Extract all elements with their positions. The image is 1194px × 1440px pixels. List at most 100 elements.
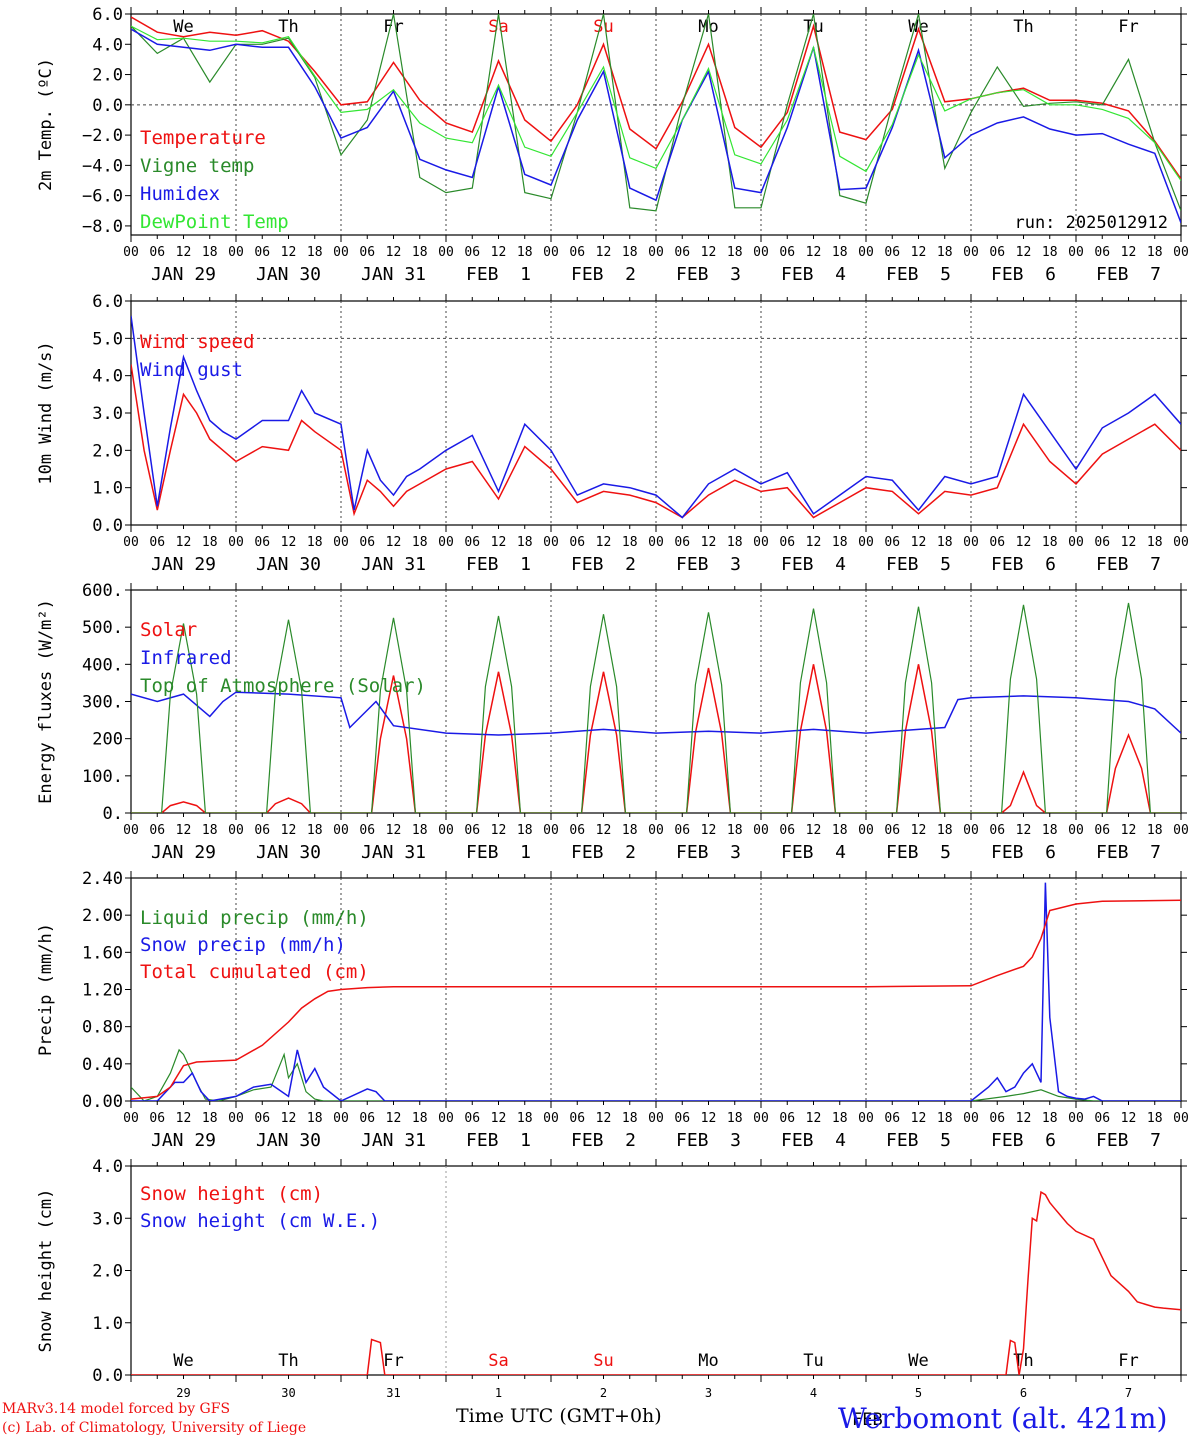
- date-label: JAN 29: [151, 264, 216, 285]
- hour-tick-label: 18: [622, 535, 638, 550]
- y-tick-label: −6.0: [82, 187, 123, 207]
- weekday-label: We: [908, 1351, 928, 1371]
- hour-tick-label: 12: [386, 823, 402, 838]
- hour-tick-label: 12: [491, 245, 507, 260]
- legend-entry: Wind gust: [140, 359, 243, 381]
- y-tick-label: 6.0: [92, 292, 123, 312]
- y-tick-label: 3.0: [92, 1209, 123, 1229]
- date-label: FEB 4: [781, 842, 846, 863]
- date-label: JAN 31: [361, 554, 426, 575]
- weekday-label: Mo: [698, 1351, 718, 1371]
- y-tick-label: 2.40: [82, 869, 123, 889]
- date-label: FEB 2: [571, 842, 636, 863]
- hour-tick-label: 18: [1042, 823, 1058, 838]
- series-line-snow-precip-mm-h: [131, 882, 1181, 1101]
- series-line-wind-gust: [131, 315, 1181, 519]
- hour-tick-label: 00: [1068, 245, 1084, 260]
- hour-tick-label: 12: [1121, 823, 1137, 838]
- weekday-label: Su: [593, 17, 613, 37]
- hour-tick-label: 06: [1094, 245, 1110, 260]
- hour-tick-label: 12: [281, 535, 297, 550]
- hour-tick-label: 00: [228, 245, 244, 260]
- hour-tick-label: 12: [596, 1111, 612, 1126]
- hour-tick-label: 12: [491, 535, 507, 550]
- hour-tick-label: 18: [727, 535, 743, 550]
- hour-tick-label: 12: [1121, 535, 1137, 550]
- date-label: JAN 29: [151, 842, 216, 863]
- hour-tick-label: 00: [858, 823, 874, 838]
- hour-tick-label: 12: [596, 823, 612, 838]
- day-number-label: 5: [915, 1386, 922, 1400]
- weekday-label: Fr: [1118, 1351, 1138, 1371]
- date-label: FEB 1: [466, 554, 531, 575]
- hour-tick-label: 12: [386, 535, 402, 550]
- hour-tick-label: 06: [359, 1111, 375, 1126]
- series-line-top-of-atmosphere-solar: [131, 602, 1181, 813]
- hour-tick-label: 00: [1173, 1111, 1189, 1126]
- hour-tick-label: 18: [727, 823, 743, 838]
- date-label: JAN 29: [151, 554, 216, 575]
- y-tick-label: 600.: [82, 581, 123, 601]
- hour-tick-label: 06: [674, 245, 690, 260]
- hour-tick-label: 12: [806, 823, 822, 838]
- hour-tick-label: 00: [648, 245, 664, 260]
- hour-tick-label: 06: [989, 535, 1005, 550]
- hour-tick-label: 12: [176, 535, 192, 550]
- hour-tick-label: 12: [806, 245, 822, 260]
- hour-tick-label: 18: [517, 1111, 533, 1126]
- day-number-label: 7: [1125, 1386, 1132, 1400]
- date-label: FEB 7: [1096, 554, 1161, 575]
- hour-tick-label: 00: [1068, 535, 1084, 550]
- hour-tick-label: 00: [333, 1111, 349, 1126]
- day-number-label: 29: [176, 1386, 190, 1400]
- hour-tick-label: 06: [254, 245, 270, 260]
- hour-tick-label: 18: [1147, 245, 1163, 260]
- hour-tick-label: 06: [989, 1111, 1005, 1126]
- hour-tick-label: 12: [701, 823, 717, 838]
- hour-tick-label: 18: [517, 535, 533, 550]
- hour-tick-label: 18: [937, 1111, 953, 1126]
- day-number-label: 30: [281, 1386, 295, 1400]
- y-tick-label: −2.0: [82, 126, 123, 146]
- y-axis-label: Snow height (cm): [36, 1189, 56, 1353]
- hour-tick-label: 12: [1016, 1111, 1032, 1126]
- date-label: FEB 6: [991, 264, 1056, 285]
- legend-entry: Vigne temp: [140, 155, 254, 177]
- date-label: JAN 29: [151, 1130, 216, 1151]
- day-number-label: 1: [495, 1386, 502, 1400]
- hour-tick-label: 12: [386, 245, 402, 260]
- hour-tick-label: 06: [254, 823, 270, 838]
- hour-tick-label: 06: [464, 823, 480, 838]
- y-tick-label: 4.0: [92, 35, 123, 55]
- date-label: FEB 3: [676, 842, 741, 863]
- hour-tick-label: 06: [674, 535, 690, 550]
- hour-tick-label: 18: [307, 823, 323, 838]
- weekday-label: Fr: [383, 17, 403, 37]
- hour-tick-label: 06: [149, 535, 165, 550]
- date-label: FEB 5: [886, 264, 951, 285]
- hour-tick-label: 12: [281, 823, 297, 838]
- legend-entry: Top of Atmosphere (Solar): [140, 675, 426, 697]
- hour-tick-label: 00: [228, 823, 244, 838]
- hour-tick-label: 06: [779, 823, 795, 838]
- hour-tick-label: 06: [149, 1111, 165, 1126]
- hour-tick-label: 00: [1068, 1111, 1084, 1126]
- hour-tick-label: 18: [937, 823, 953, 838]
- hour-tick-label: 18: [1147, 1111, 1163, 1126]
- hour-tick-label: 18: [412, 245, 428, 260]
- y-tick-label: 2.00: [82, 906, 123, 926]
- panel-2: 6.0 5.0 4.0 3.0 2.0 1.0 0.0 10m Wind (m/s) 00 06 1…: [36, 292, 1189, 575]
- day-number-label: 31: [386, 1386, 400, 1400]
- hour-tick-label: 00: [123, 535, 139, 550]
- date-label: JAN 31: [361, 264, 426, 285]
- weekday-label: Th: [1013, 17, 1033, 37]
- legend-entry: Snow precip (mm/h): [140, 934, 346, 956]
- y-tick-label: 0.40: [82, 1055, 123, 1075]
- day-number-label: 3: [705, 1386, 712, 1400]
- legend-entry: Liquid precip (mm/h): [140, 907, 369, 929]
- overlap-text: FEB: [852, 1410, 883, 1430]
- hour-tick-label: 12: [386, 1111, 402, 1126]
- hour-tick-label: 00: [438, 823, 454, 838]
- weekday-label: Th: [278, 1351, 298, 1371]
- hour-tick-label: 06: [254, 535, 270, 550]
